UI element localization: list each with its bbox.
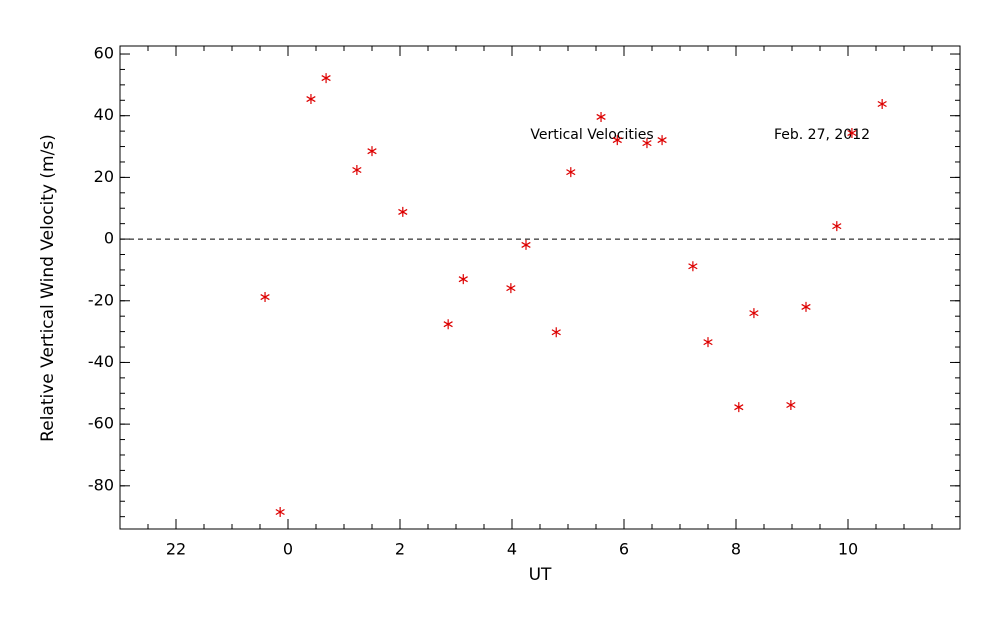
point	[734, 402, 744, 413]
point	[596, 111, 606, 122]
point	[566, 167, 576, 178]
x-tick-label: 22	[166, 540, 186, 559]
point	[786, 400, 796, 411]
y-tick-label: 0	[104, 229, 114, 248]
x-tick-label: 10	[838, 540, 858, 559]
y-tick-label: -60	[88, 414, 114, 433]
y-tick-label: 60	[94, 44, 114, 63]
x-tick-label: 4	[507, 540, 517, 559]
x-tick-label: 8	[731, 540, 741, 559]
point	[352, 164, 362, 175]
y-axis-label: Relative Vertical Wind Velocity (m/s)	[38, 134, 58, 442]
point	[506, 283, 516, 294]
y-tick-label: -20	[88, 290, 114, 309]
x-tick-label: 2	[395, 540, 405, 559]
point	[275, 507, 285, 518]
point	[703, 337, 713, 348]
point	[458, 274, 468, 285]
annotation: Feb. 27, 2012	[774, 127, 870, 143]
point	[551, 327, 561, 338]
plot-frame	[119, 45, 961, 530]
point	[321, 73, 331, 84]
x-tick-label: 6	[619, 540, 629, 559]
point	[801, 301, 811, 312]
x-tick-label: 0	[283, 540, 293, 559]
point	[642, 138, 652, 149]
annotation: Vertical Velocities	[530, 127, 653, 143]
x-axis-label: UT	[529, 565, 552, 585]
y-tick-label: 20	[94, 167, 114, 186]
point	[688, 261, 698, 272]
point	[749, 308, 759, 319]
point	[657, 135, 667, 146]
point	[847, 127, 857, 138]
point	[521, 239, 531, 250]
point	[398, 206, 408, 217]
point	[306, 94, 316, 105]
point	[443, 319, 453, 330]
point	[260, 292, 270, 303]
y-tick-label: -80	[88, 475, 114, 494]
y-tick-label: -40	[88, 352, 114, 371]
y-tick-label: 40	[94, 105, 114, 124]
point	[877, 98, 887, 109]
point	[367, 146, 377, 157]
point	[612, 135, 622, 146]
point	[832, 221, 842, 232]
